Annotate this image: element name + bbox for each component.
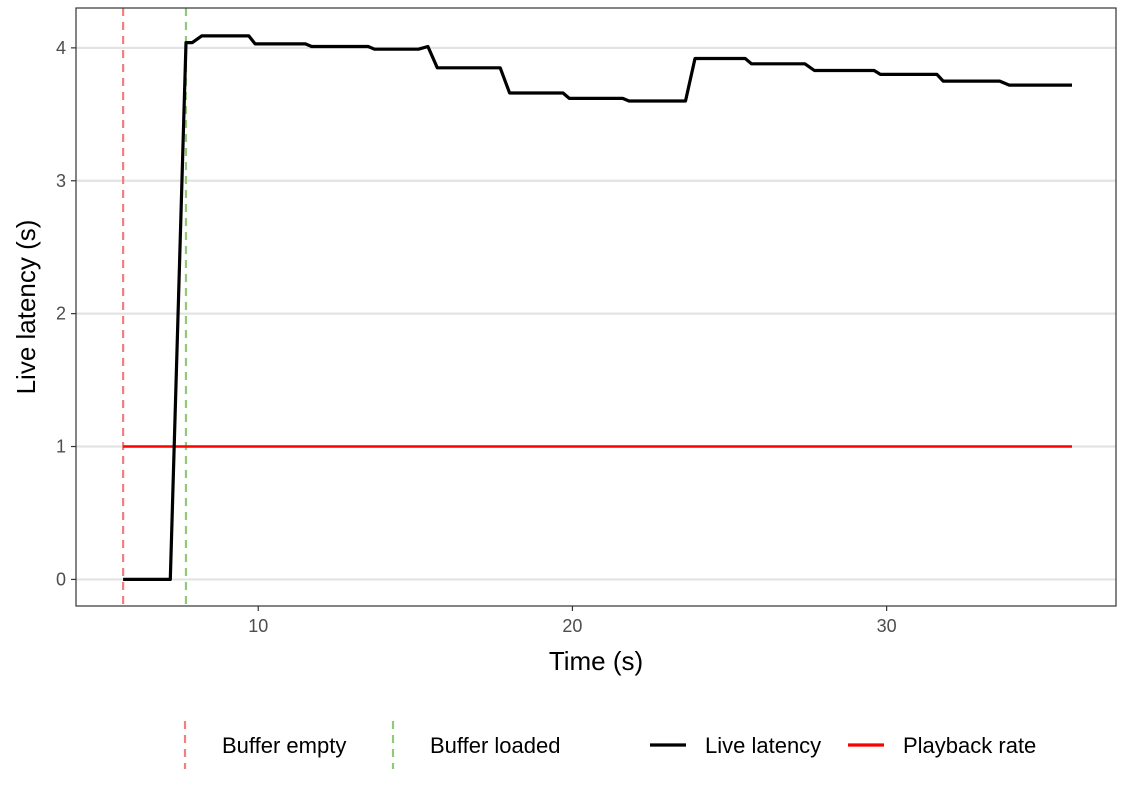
event-lines (122, 8, 188, 606)
legend-label-buffer-loaded: Buffer loaded (430, 733, 560, 758)
plot-panel-border (75, 7, 1117, 607)
y-tick-label: 1 (56, 437, 66, 457)
y-tick-label: 3 (56, 171, 66, 191)
legend: Buffer empty Buffer loaded Live latency Pla… (183, 721, 1036, 769)
series-lines (123, 34, 1072, 582)
x-tick-label: 20 (562, 616, 582, 636)
legend-label-playback-rate: Playback rate (903, 733, 1036, 758)
y-axis-title: Live latency (s) (11, 220, 41, 395)
y-tick-label: 2 (56, 304, 66, 324)
axis-ticks: 0 1 2 3 4 10 20 30 (56, 38, 897, 636)
x-axis-title: Time (s) (549, 646, 643, 676)
y-tick-label: 0 (56, 569, 66, 589)
y-tick-label: 4 (56, 38, 66, 58)
x-tick-label: 30 (877, 616, 897, 636)
legend-label-live-latency: Live latency (705, 733, 821, 758)
series-live-latency (123, 34, 1072, 582)
x-tick-label: 10 (248, 616, 268, 636)
legend-label-buffer-empty: Buffer empty (222, 733, 346, 758)
